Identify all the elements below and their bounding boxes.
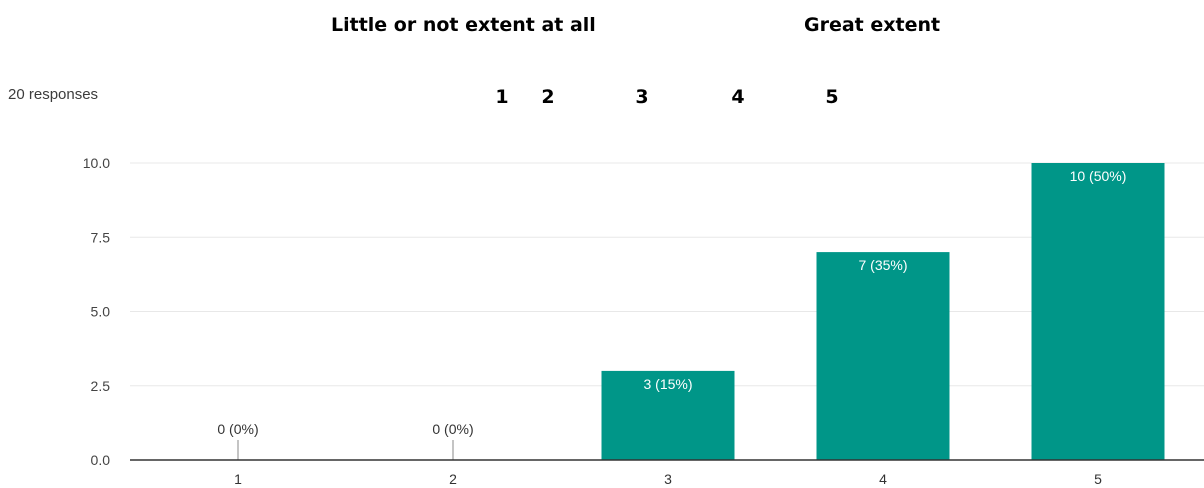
scale-number-1: 1	[495, 86, 509, 108]
y-tick-label: 2.5	[91, 378, 111, 394]
x-tick-label: 2	[449, 471, 457, 487]
x-tick-label: 4	[879, 471, 887, 487]
y-tick-label: 10.0	[83, 155, 110, 171]
y-tick-label: 0.0	[91, 452, 111, 468]
x-tick-label: 5	[1094, 471, 1102, 487]
scale-right-heading: Great extent	[804, 14, 941, 36]
y-tick-label: 7.5	[91, 229, 111, 245]
y-tick-label: 5.0	[91, 304, 111, 320]
data-label: 0 (0%)	[217, 421, 258, 437]
scale-number-4: 4	[731, 86, 745, 108]
x-tick-label: 1	[234, 471, 242, 487]
responses-count: 20 responses	[8, 86, 99, 103]
scale-left-heading: Little or not extent at all	[331, 14, 596, 36]
data-label: 0 (0%)	[432, 421, 473, 437]
bar	[1031, 163, 1165, 460]
x-tick-label: 3	[664, 471, 672, 487]
scale-number-5: 5	[825, 86, 839, 108]
data-label: 10 (50%)	[1070, 168, 1127, 184]
scale-number-3: 3	[635, 86, 649, 108]
scale-number-2: 2	[541, 86, 555, 108]
data-label: 3 (15%)	[643, 376, 692, 392]
data-label: 7 (35%)	[858, 257, 907, 273]
bar	[601, 370, 735, 460]
bar	[816, 252, 950, 460]
